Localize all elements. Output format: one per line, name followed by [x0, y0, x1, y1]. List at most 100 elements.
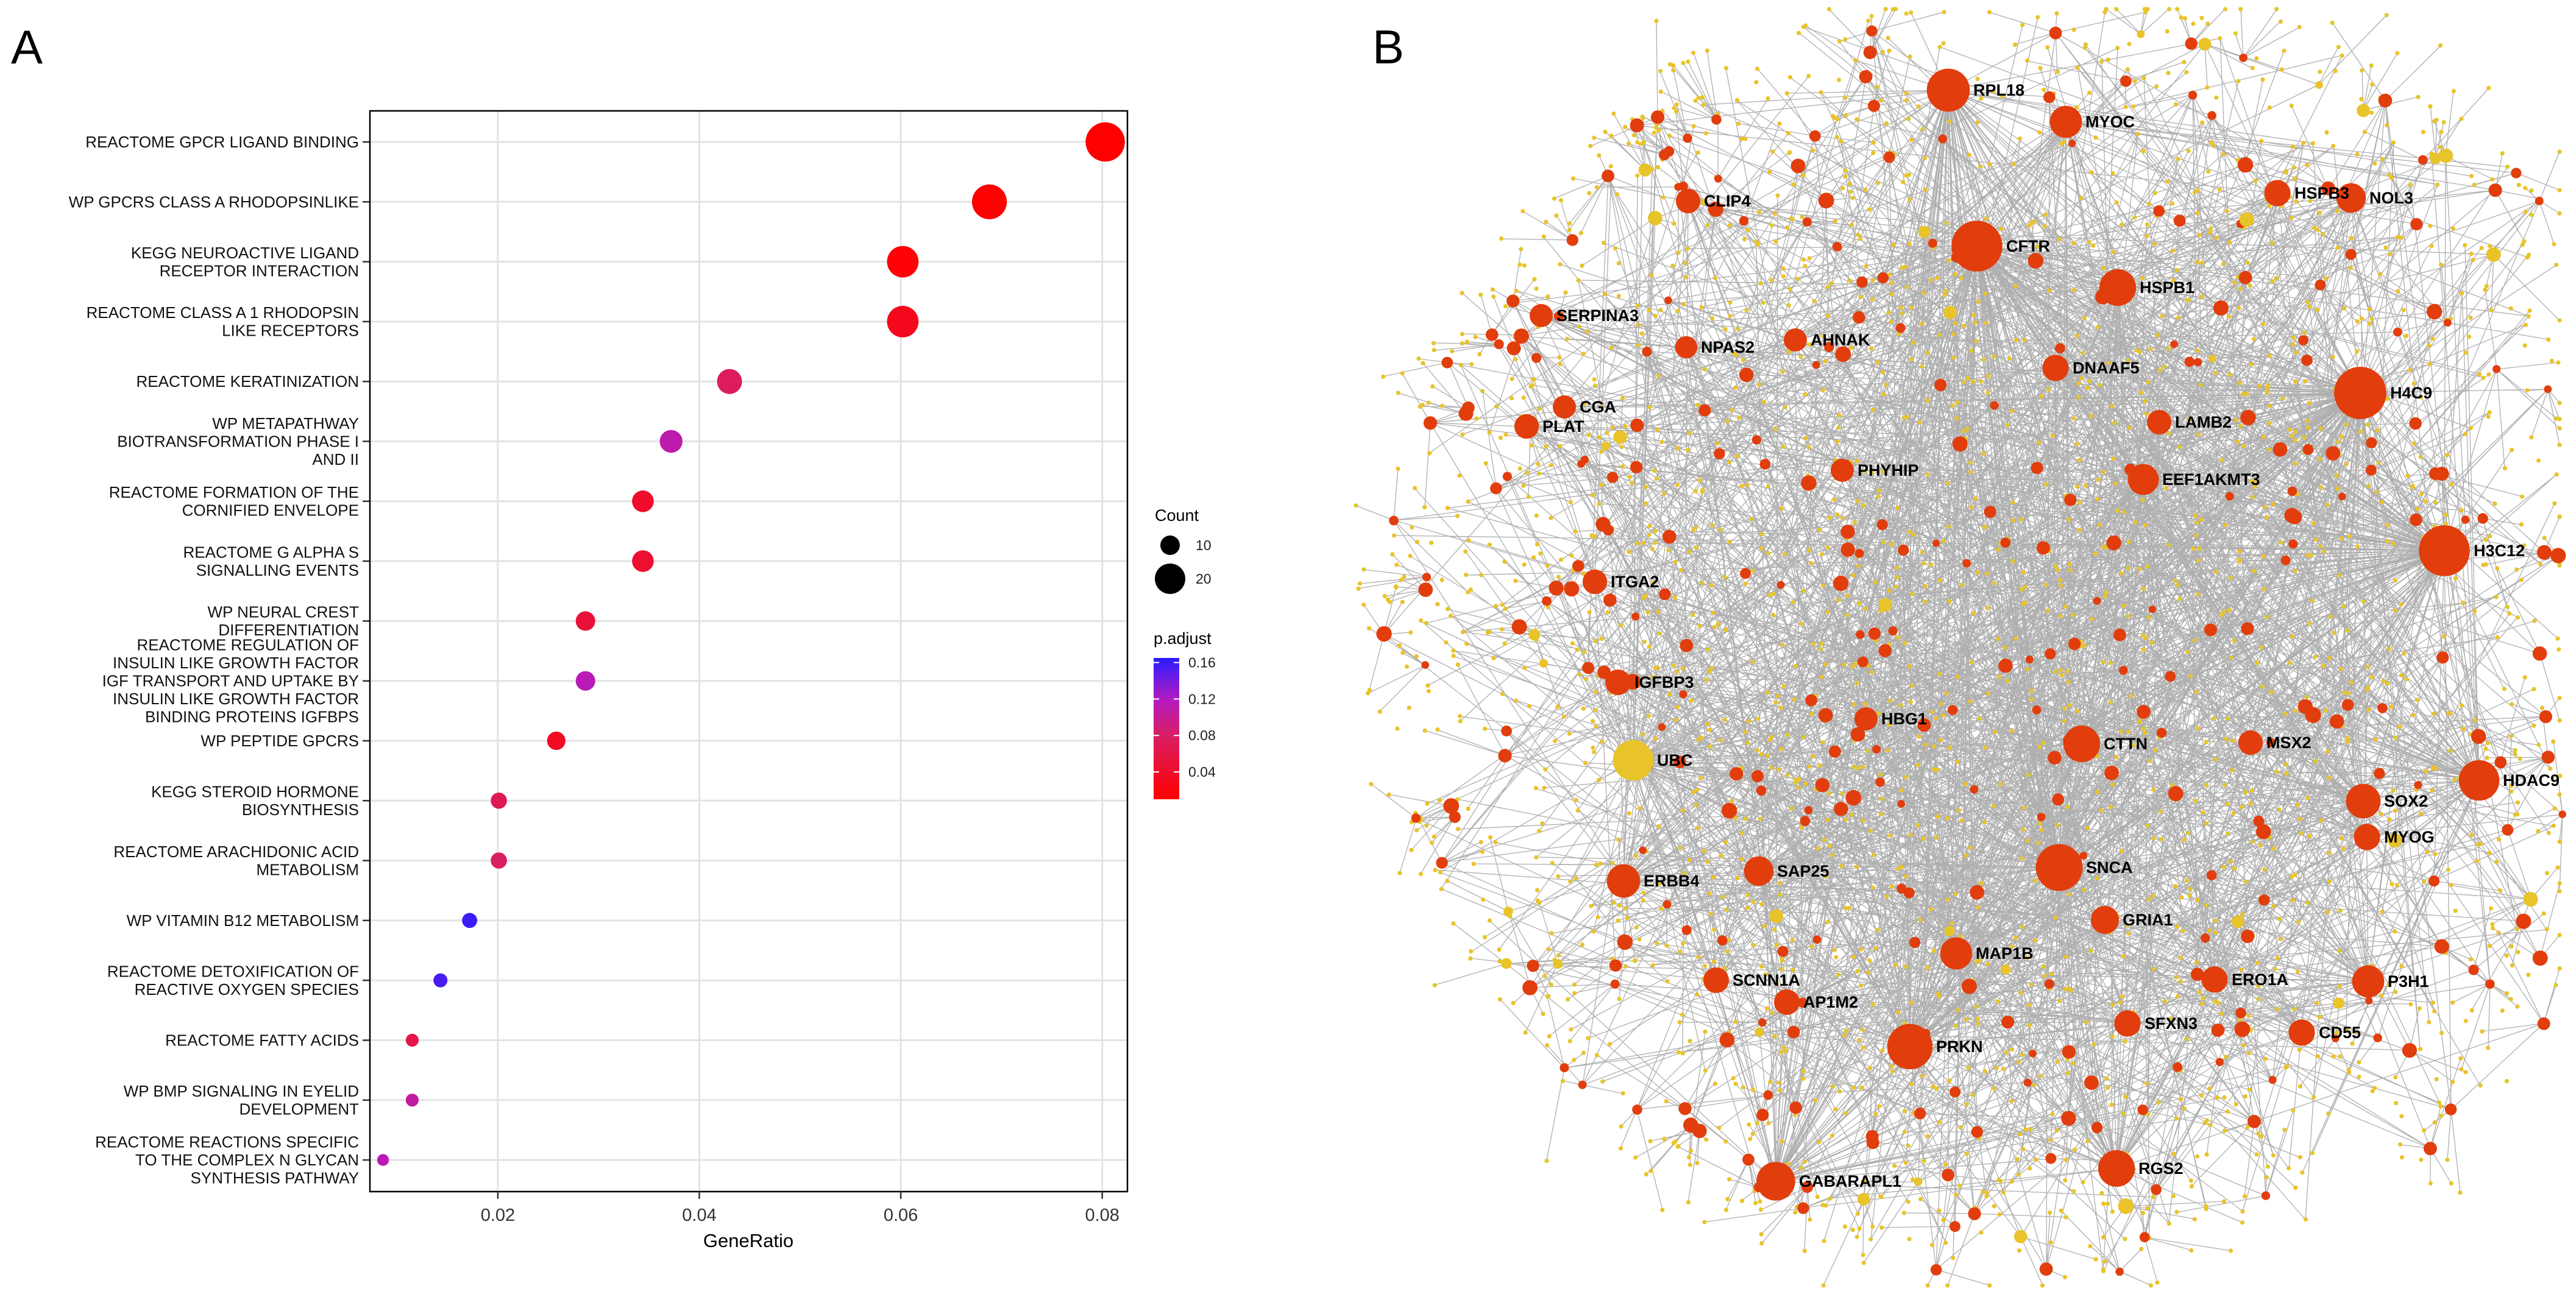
leaf-node — [1670, 263, 1675, 268]
leaf-node — [1549, 515, 1553, 520]
small-node — [1833, 576, 1849, 592]
hub-node — [2354, 824, 2380, 850]
leaf-node — [1430, 384, 1435, 389]
leaf-node — [1922, 599, 1927, 604]
leaf-node — [1655, 665, 1660, 670]
leaf-node — [1722, 574, 1727, 580]
leaf-node — [2058, 578, 2063, 583]
leaf-node — [2372, 161, 2377, 166]
leaf-node — [1653, 528, 1658, 534]
leaf-node — [2438, 145, 2443, 150]
leaf-node — [2082, 316, 2087, 320]
leaf-node — [2432, 1009, 2437, 1014]
hub-node — [2114, 1010, 2141, 1037]
leaf-node — [1987, 162, 1992, 167]
leaf-node — [1680, 666, 1685, 671]
small-node — [1673, 755, 1686, 769]
leaf-node — [1982, 1069, 1987, 1074]
leaf-node — [2067, 517, 2071, 522]
leaf-node — [2017, 136, 2023, 141]
leaf-node — [2405, 473, 2410, 478]
small-node — [2048, 751, 2062, 765]
leaf-node — [1880, 370, 1885, 375]
small-node — [2297, 699, 2313, 715]
leaf-node — [2358, 429, 2363, 434]
leaf-node — [2050, 1112, 2055, 1117]
hub-node — [2035, 844, 2083, 891]
hub-node — [1514, 414, 1539, 439]
leaf-node — [1797, 777, 1801, 782]
leaf-node — [1968, 845, 1973, 850]
leaf-node — [2318, 544, 2323, 549]
hub-node — [2238, 730, 2263, 755]
leaf-node — [2199, 1093, 2204, 1098]
leaf-node — [2278, 936, 2283, 941]
small-node — [2000, 964, 2011, 975]
leaf-node — [1867, 958, 1872, 963]
leaf-node — [1408, 553, 1413, 559]
leaf-node — [2022, 805, 2027, 810]
size-legend-label: 10 — [1196, 537, 1212, 553]
leaf-node — [2126, 540, 2131, 545]
leaf-node — [1541, 234, 1546, 239]
leaf-node — [1832, 497, 1837, 502]
leaf-node — [1849, 812, 1854, 818]
small-node — [1812, 361, 1820, 369]
leaf-node — [2143, 399, 2148, 404]
leaf-node — [2526, 972, 2531, 977]
leaf-node — [2327, 776, 2332, 780]
small-node — [2365, 997, 2373, 1005]
leaf-node — [1773, 426, 1778, 432]
leaf-node — [1718, 527, 1723, 532]
leaf-node — [2236, 79, 2241, 83]
leaf-node — [2213, 370, 2218, 375]
leaf-node — [2253, 178, 2258, 183]
leaf-node — [2424, 769, 2429, 774]
leaf-node — [1750, 659, 1755, 664]
leaf-node — [1968, 460, 1973, 465]
leaf-node — [2048, 1137, 2053, 1142]
leaf-node — [1863, 468, 1868, 474]
leaf-node — [1782, 684, 1787, 688]
leaf-node — [1950, 403, 1955, 408]
leaf-node — [2335, 486, 2340, 491]
leaf-node — [1513, 578, 1518, 584]
leaf-node — [1396, 466, 1400, 472]
category-label: BIOTRANSFORMATION PHASE I — [117, 433, 359, 451]
leaf-node — [1744, 308, 1749, 313]
leaf-node — [2160, 313, 2165, 319]
leaf-node — [1880, 796, 1885, 801]
leaf-node — [2289, 216, 2294, 221]
leaf-node — [1774, 942, 1779, 947]
leaf-node — [1503, 304, 1508, 309]
leaf-node — [2284, 169, 2289, 174]
leaf-node — [2293, 709, 2297, 713]
leaf-node — [2142, 7, 2147, 12]
leaf-node — [1985, 961, 1990, 967]
leaf-node — [1871, 150, 1876, 155]
data-points — [377, 122, 1125, 1166]
hub-node — [1613, 740, 1654, 781]
small-node — [1950, 1086, 1961, 1098]
leaf-node — [2093, 551, 2098, 556]
leaf-node — [2381, 679, 2386, 684]
leaf-node — [2487, 850, 2492, 855]
leaf-node — [2361, 599, 2366, 604]
leaf-node — [1455, 662, 1460, 667]
leaf-node — [1851, 955, 1856, 959]
leaf-node — [1937, 671, 1942, 676]
leaf-node — [1592, 377, 1597, 382]
leaf-node — [1934, 1086, 1939, 1091]
small-node — [2544, 385, 2552, 394]
leaf-node — [2469, 251, 2474, 256]
leaf-node — [2074, 333, 2079, 338]
leaf-node — [1685, 246, 1690, 251]
hub-node — [1774, 989, 1800, 1015]
leaf-node — [2095, 876, 2099, 881]
leaf-node — [2307, 833, 2312, 838]
leaf-node — [2071, 416, 2077, 421]
small-node — [1714, 174, 1722, 183]
leaf-node — [1921, 560, 1926, 566]
category-label: DIFFERENTIATION — [218, 621, 359, 639]
leaf-node — [1975, 570, 1980, 575]
